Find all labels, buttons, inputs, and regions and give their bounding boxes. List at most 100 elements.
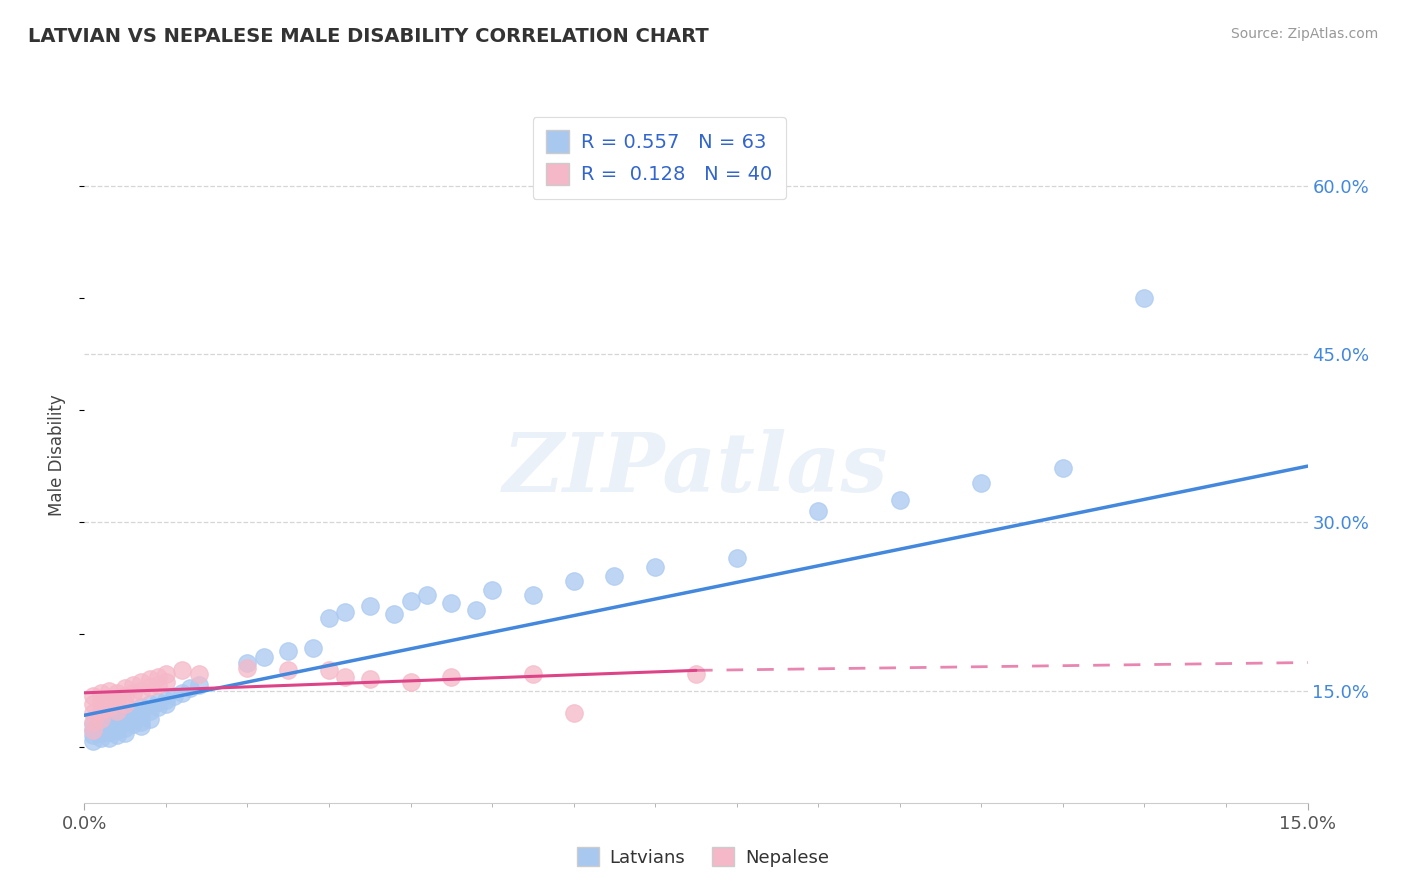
Point [97,692,120,706]
Point [114,689,136,703]
Point [82,734,104,748]
Text: LATVIAN VS NEPALESE MALE DISABILITY CORRELATION CHART: LATVIAN VS NEPALESE MALE DISABILITY CORR… [28,27,709,45]
Point [90,731,112,745]
Point [335,670,357,684]
Point [253,649,276,664]
Point [82,714,104,729]
Point [105,723,128,737]
Point [301,640,323,655]
Point [122,686,145,700]
Point [146,695,169,709]
Point [114,697,136,711]
Point [131,719,153,733]
Point [187,666,209,681]
Point [359,673,381,687]
Legend: R = 0.557   N = 63, R =  0.128   N = 40: R = 0.557 N = 63, R = 0.128 N = 40 [533,117,786,199]
Point [105,686,128,700]
Point [131,674,153,689]
Point [155,674,177,689]
Point [90,704,112,718]
Point [138,712,160,726]
Point [90,719,112,733]
Text: ZIPatlas: ZIPatlas [503,429,889,508]
Point [155,692,177,706]
Point [105,712,128,726]
Point [318,664,340,678]
Point [97,731,120,745]
Point [97,722,120,736]
Point [114,708,136,723]
Point [522,666,544,681]
Point [90,686,112,700]
Point [464,603,486,617]
Text: Source: ZipAtlas.com: Source: ZipAtlas.com [1230,27,1378,41]
Point [82,717,104,731]
Point [122,678,145,692]
Point [138,673,160,687]
Point [97,683,120,698]
Point [131,708,153,723]
Point [90,726,112,740]
Point [82,723,104,737]
Point [603,569,626,583]
Point [82,697,104,711]
Point [105,695,128,709]
Point [114,726,136,740]
Point [97,714,120,729]
Y-axis label: Male Disability: Male Disability [48,394,66,516]
Point [146,700,169,714]
Point [187,678,209,692]
Point [318,610,340,624]
Point [138,680,160,694]
Point [131,714,153,729]
Point [335,605,357,619]
Point [685,666,707,681]
Point [481,582,503,597]
Point [114,721,136,735]
Point [644,560,666,574]
Point [105,704,128,718]
Point [122,706,145,720]
Point [562,574,585,588]
Point [440,596,463,610]
Point [146,678,169,692]
Point [114,714,136,729]
Point [114,681,136,696]
Point [179,681,201,696]
Point [416,588,439,602]
Point [90,723,112,738]
Point [725,551,748,566]
Point [138,697,160,711]
Point [807,504,830,518]
Point [277,664,299,678]
Point [440,670,463,684]
Point [236,661,259,675]
Point [105,729,128,743]
Point [90,712,112,726]
Point [1052,461,1074,475]
Point [138,704,160,718]
Point [172,664,194,678]
Point [105,717,128,731]
Point [90,695,112,709]
Point [82,706,104,720]
Point [122,712,145,726]
Legend: Latvians, Nepalese: Latvians, Nepalese [569,840,837,874]
Point [172,686,194,700]
Point [97,719,120,733]
Point [97,725,120,739]
Point [382,607,405,622]
Point [163,689,186,703]
Point [146,670,169,684]
Point [236,656,259,670]
Point [155,697,177,711]
Point [122,717,145,731]
Point [277,644,299,658]
Point [105,719,128,733]
Point [97,700,120,714]
Point [82,729,104,743]
Point [1133,291,1156,305]
Point [82,723,104,737]
Point [522,588,544,602]
Point [562,706,585,720]
